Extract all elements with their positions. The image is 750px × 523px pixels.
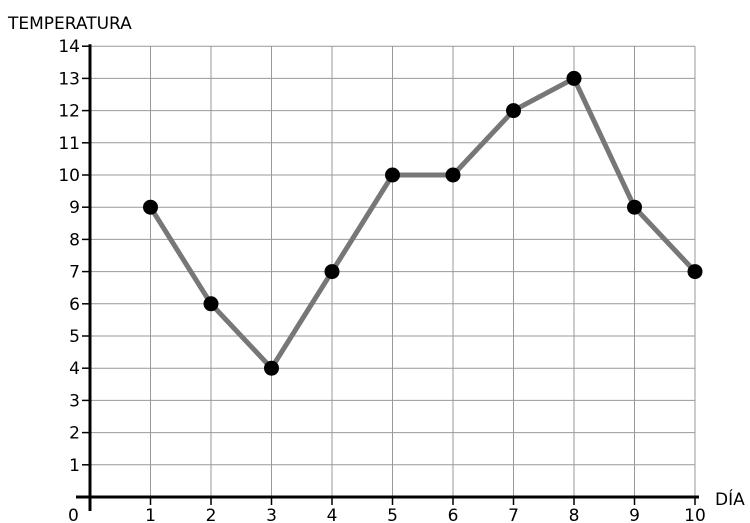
- x-tick-label-6: 6: [448, 506, 459, 523]
- data-point-day-10: [687, 264, 703, 280]
- y-axis-title: TEMPERATURA: [7, 14, 132, 34]
- y-tick-label-6: 6: [69, 295, 80, 315]
- x-tick-label-8: 8: [569, 506, 580, 523]
- series-temperature: [143, 70, 703, 376]
- axes: [76, 44, 699, 511]
- y-tick-label-10: 10: [58, 166, 80, 186]
- y-tick-label-8: 8: [69, 230, 80, 250]
- x-tick-label-7: 7: [508, 506, 519, 523]
- y-tick-label-13: 13: [58, 69, 80, 89]
- origin-label: 0: [68, 506, 79, 523]
- y-tick-label-14: 14: [58, 37, 80, 57]
- x-tick-label-10: 10: [684, 506, 706, 523]
- y-tick-label-4: 4: [69, 359, 80, 379]
- data-point-day-2: [203, 296, 219, 312]
- x-axis-title: DÍA: [715, 488, 745, 510]
- x-tick-label-9: 9: [629, 506, 640, 523]
- y-tick-label-1: 1: [69, 456, 80, 476]
- data-point-day-7: [506, 103, 521, 119]
- data-point-day-6: [445, 167, 461, 183]
- y-tick-label-3: 3: [69, 391, 80, 411]
- data-point-day-9: [627, 199, 642, 215]
- y-tick-label-9: 9: [69, 198, 80, 218]
- data-point-day-3: [264, 360, 279, 376]
- y-tick-label-7: 7: [69, 263, 80, 283]
- data-point-day-4: [324, 264, 340, 280]
- data-point-day-8: [566, 70, 582, 86]
- data-point-day-1: [143, 199, 158, 215]
- y-tick-label-11: 11: [58, 134, 80, 154]
- x-tick-label-3: 3: [266, 506, 277, 523]
- x-tick-label-5: 5: [387, 506, 398, 523]
- y-tick-label-5: 5: [69, 327, 80, 347]
- x-tick-label-4: 4: [327, 506, 338, 523]
- temperature-line: [148, 75, 697, 371]
- x-tick-label-2: 2: [206, 506, 217, 523]
- y-tick-label-12: 12: [58, 102, 80, 122]
- grid: [90, 45, 696, 497]
- data-point-day-5: [385, 167, 400, 183]
- x-tick-label-1: 1: [145, 506, 156, 523]
- y-tick-label-2: 2: [69, 424, 80, 444]
